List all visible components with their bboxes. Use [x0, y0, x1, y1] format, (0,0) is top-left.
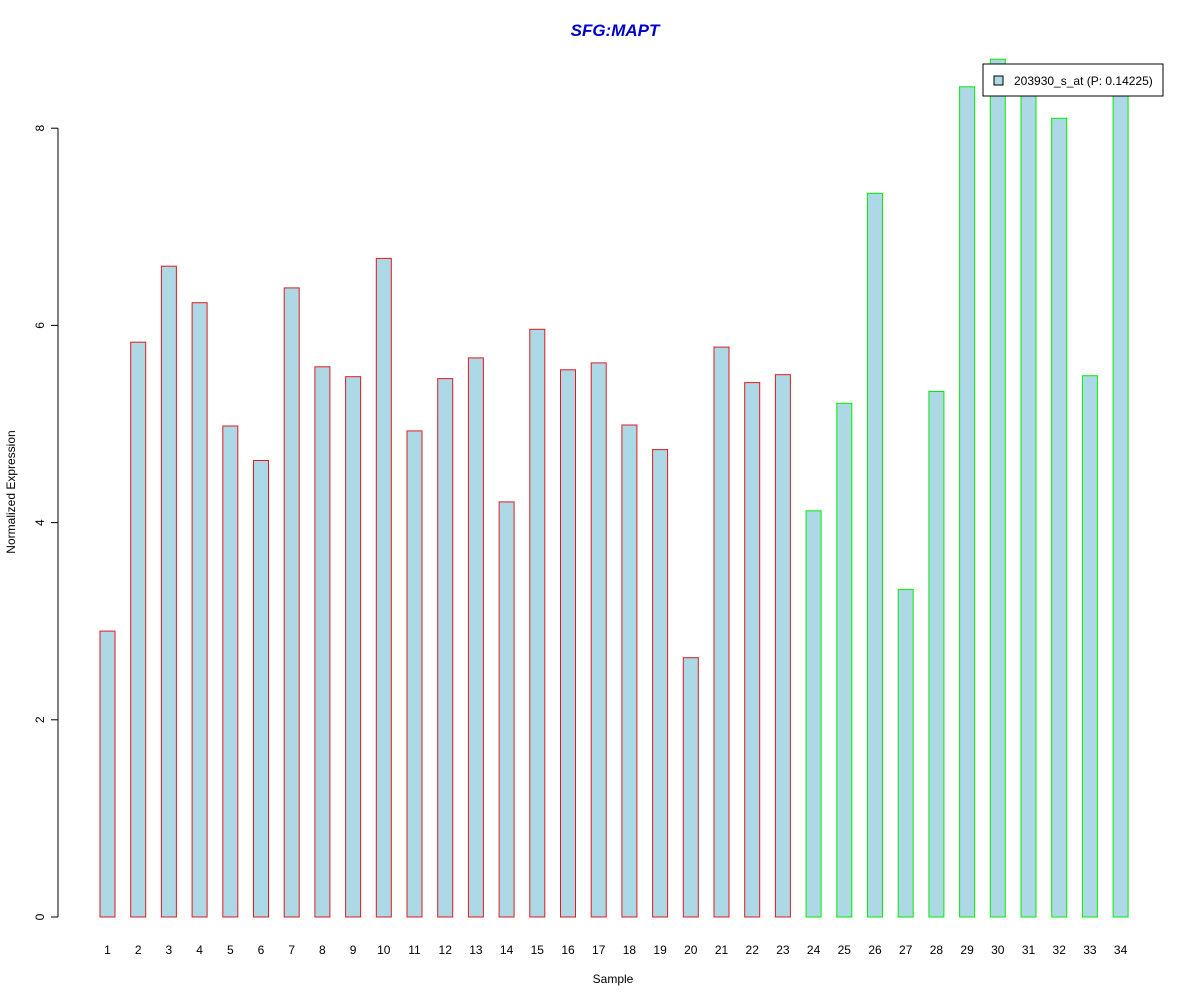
- bars: [99, 58, 1129, 918]
- x-tick-label: 11: [408, 943, 421, 957]
- x-tick-label: 9: [350, 943, 357, 957]
- legend-box: [982, 63, 1164, 97]
- legend: 203930_s_at (P: 0.14225): [982, 63, 1164, 97]
- bar-sample-12: [437, 378, 454, 918]
- bar-sample-3: [160, 265, 177, 918]
- bar-sample-17: [590, 362, 607, 918]
- x-tick-label: 2: [135, 943, 142, 957]
- bar-sample-2: [130, 341, 147, 918]
- x-tick-label: 29: [960, 943, 974, 957]
- y-axis: 0 2 4 6 8: [33, 125, 59, 920]
- x-tick-label: 23: [776, 943, 790, 957]
- bar-sample-19: [652, 449, 669, 918]
- bar-sample-26: [867, 192, 883, 918]
- bar-sample-5: [222, 425, 239, 918]
- bar-sample-10: [375, 257, 392, 918]
- bar-sample-16: [560, 369, 576, 918]
- chart-title: SFG:MAPT: [571, 21, 661, 40]
- bar-sample-14: [498, 501, 515, 918]
- bar-sample-23: [774, 374, 791, 918]
- x-tick-label: 12: [439, 943, 453, 957]
- x-tick-label: 16: [561, 943, 575, 957]
- bar-sample-7: [283, 287, 300, 918]
- x-tick-label: 22: [746, 943, 760, 957]
- bar-sample-8: [314, 366, 331, 918]
- x-tick-label: 20: [684, 943, 698, 957]
- bar-sample-9: [345, 376, 362, 918]
- x-axis-label: Sample: [593, 972, 634, 986]
- bar-sample-27: [897, 589, 914, 918]
- y-axis-label: Normalized Expression: [4, 430, 18, 553]
- x-tick-label: 3: [166, 943, 173, 957]
- bar-sample-28: [928, 391, 945, 918]
- bar-sample-29: [959, 86, 976, 918]
- x-tick-label: 28: [930, 943, 944, 957]
- bar-sample-4: [191, 302, 208, 918]
- x-tick-label: 21: [715, 943, 729, 957]
- bar-sample-30: [989, 58, 1006, 918]
- x-tick-label: 26: [868, 943, 882, 957]
- x-tick-label: 8: [319, 943, 326, 957]
- x-tick-label: 14: [500, 943, 514, 957]
- x-tick-label: 19: [653, 943, 667, 957]
- bar-sample-24: [805, 510, 822, 918]
- bar-sample-11: [406, 430, 423, 918]
- bar-sample-32: [1051, 117, 1068, 918]
- bar-sample-18: [621, 424, 638, 918]
- x-tick-label: 10: [377, 943, 391, 957]
- x-tick-label: 33: [1083, 943, 1097, 957]
- bar-sample-31: [1020, 95, 1037, 918]
- x-tick-label: 24: [807, 943, 821, 957]
- x-tick-label: 25: [838, 943, 852, 957]
- x-tick-label: 13: [469, 943, 483, 957]
- bar-sample-22: [744, 382, 761, 918]
- x-tick-label: 18: [623, 943, 637, 957]
- bar-sample-13: [467, 357, 484, 918]
- x-tick-label: 17: [592, 943, 606, 957]
- x-tick-label: 30: [991, 943, 1005, 957]
- x-tick-label: 7: [288, 943, 295, 957]
- bar-sample-1: [99, 630, 116, 918]
- x-tick-label: 5: [227, 943, 234, 957]
- bar-sample-20: [682, 657, 699, 918]
- x-tick-label: 32: [1053, 943, 1067, 957]
- x-axis-tick-labels: 1 2 3 4 5 6 7 8 9 10 11 12 13 14 15 16 17 18 19 20 21 22 23 24 2…: [104, 943, 1127, 957]
- x-tick-label: 6: [258, 943, 265, 957]
- y-tick-label: 8: [33, 125, 47, 132]
- bar-sample-15: [529, 328, 546, 918]
- x-tick-label: 34: [1114, 943, 1128, 957]
- bar-sample-33: [1081, 375, 1098, 918]
- y-tick-label: 4: [33, 519, 47, 526]
- x-tick-label: 27: [899, 943, 913, 957]
- y-tick-label: 0: [33, 913, 47, 920]
- bar-sample-21: [713, 346, 730, 918]
- bar-sample-6: [253, 460, 269, 918]
- bar-sample-34: [1112, 90, 1129, 918]
- bar-sample-25: [836, 402, 853, 918]
- legend-label: 203930_s_at (P: 0.14225): [1014, 74, 1153, 88]
- legend-swatch: [993, 75, 1004, 86]
- y-tick-label: 2: [33, 716, 47, 723]
- x-tick-label: 1: [104, 943, 111, 957]
- x-tick-label: 15: [531, 943, 545, 957]
- x-tick-label: 4: [196, 943, 203, 957]
- y-tick-label: 6: [33, 322, 47, 329]
- x-tick-label: 31: [1022, 943, 1036, 957]
